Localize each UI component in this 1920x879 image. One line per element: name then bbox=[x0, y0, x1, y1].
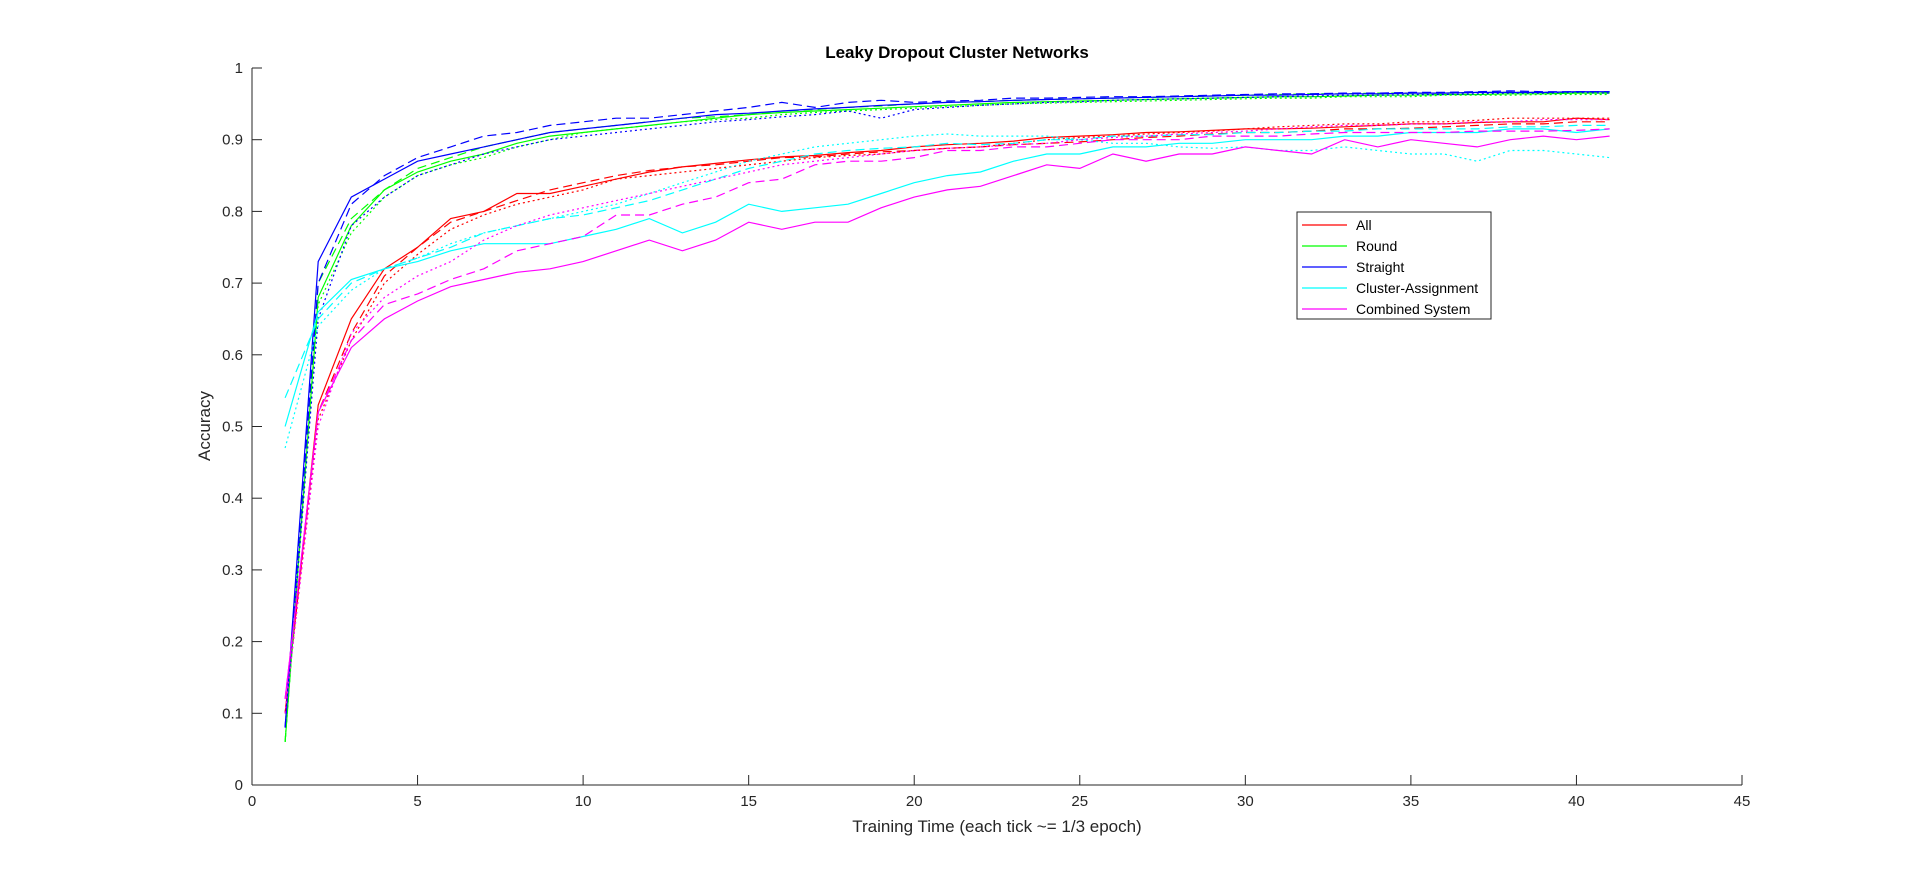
series-line-3 bbox=[284, 92, 1610, 743]
legend-entry-label: Straight bbox=[1356, 259, 1404, 275]
x-tick-label: 0 bbox=[248, 793, 256, 810]
chart-title: Leaky Dropout Cluster Networks bbox=[825, 43, 1089, 62]
series-line-11 bbox=[284, 133, 1610, 449]
series-line-8 bbox=[284, 91, 1610, 728]
series-line-14 bbox=[284, 118, 1610, 714]
series-line-10 bbox=[284, 124, 1610, 399]
series-line-7 bbox=[284, 90, 1610, 728]
series-line-9 bbox=[284, 128, 1610, 427]
legend-entry-label: All bbox=[1356, 217, 1372, 233]
y-tick-label: 0 bbox=[235, 777, 243, 794]
series-line-2 bbox=[284, 117, 1610, 714]
series-line-13 bbox=[284, 128, 1610, 700]
x-ticks: 0 5 10 15 20 25 30 35 40 45 bbox=[248, 775, 1751, 810]
x-tick-label: 40 bbox=[1568, 793, 1585, 810]
legend-entry-label: Combined System bbox=[1356, 301, 1470, 317]
x-tick-label: 20 bbox=[906, 793, 923, 810]
y-tick-label: 0.9 bbox=[222, 132, 243, 149]
x-tick-label: 10 bbox=[575, 793, 592, 810]
series-line-12 bbox=[284, 135, 1610, 700]
y-tick-label: 0.3 bbox=[222, 562, 243, 579]
legend: All Round Straight Cluster-Assignment Combin… bbox=[1296, 211, 1492, 320]
y-tick-label: 0.4 bbox=[222, 490, 243, 507]
y-axis-label: Accuracy bbox=[195, 391, 214, 461]
x-tick-label: 25 bbox=[1071, 793, 1088, 810]
legend-box bbox=[1296, 211, 1492, 320]
series-line-6 bbox=[284, 91, 1610, 728]
y-ticks: 0 0.1 0.2 0.3 0.4 0.5 0.6 0.7 0.8 0.9 1 bbox=[222, 60, 262, 794]
y-tick-label: 0.6 bbox=[222, 347, 243, 364]
y-tick-label: 0.1 bbox=[222, 705, 243, 722]
y-tick-label: 0.7 bbox=[222, 275, 243, 292]
y-tick-label: 0.2 bbox=[222, 634, 243, 651]
y-tick-label: 1 bbox=[235, 60, 243, 77]
plot-lines bbox=[284, 90, 1610, 743]
x-tick-label: 30 bbox=[1237, 793, 1254, 810]
x-tick-label: 45 bbox=[1734, 793, 1751, 810]
legend-entry-label: Round bbox=[1356, 238, 1397, 254]
y-tick-label: 0.8 bbox=[222, 203, 243, 220]
series-line-0 bbox=[284, 117, 1610, 714]
x-axis-label: Training Time (each tick ~= 1/3 epoch) bbox=[852, 817, 1141, 836]
x-tick-label: 35 bbox=[1403, 793, 1420, 810]
x-tick-label: 15 bbox=[740, 793, 757, 810]
y-tick-label: 0.5 bbox=[222, 419, 243, 436]
legend-entry-label: Cluster-Assignment bbox=[1356, 280, 1478, 296]
x-tick-label: 5 bbox=[413, 793, 421, 810]
